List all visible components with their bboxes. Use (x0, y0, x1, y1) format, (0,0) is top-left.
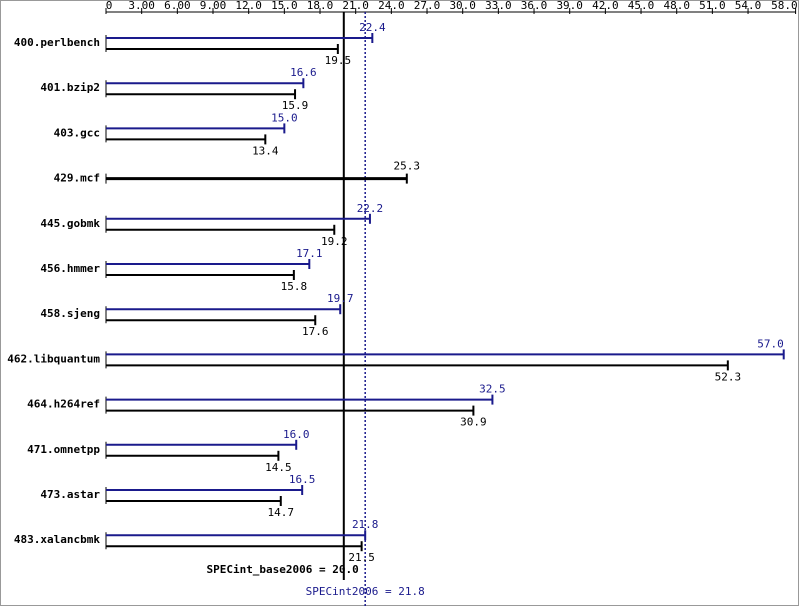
x-tick-label: 0 (106, 0, 113, 12)
x-tick-label: 21.0 (342, 0, 369, 12)
value-label: 15.8 (281, 280, 308, 293)
value-label: 52.3 (715, 370, 742, 383)
value-label: 16.0 (283, 428, 310, 441)
value-label: 14.7 (268, 506, 295, 519)
value-label: 19.2 (321, 235, 348, 248)
value-label: 19.7 (327, 292, 354, 305)
category-label: 401.bzip2 (40, 81, 100, 94)
value-label: 17.1 (296, 247, 323, 260)
value-label: 21.8 (352, 518, 379, 531)
category-label: 429.mcf (54, 172, 100, 185)
value-label: 57.0 (757, 337, 784, 350)
x-tick-label: 30.0 (449, 0, 476, 12)
value-label: 30.9 (460, 416, 487, 429)
x-tick-label: 9.00 (200, 0, 227, 12)
value-label: 22.2 (357, 202, 384, 215)
category-label: 445.gobmk (40, 217, 100, 230)
x-tick-label: 6.00 (164, 0, 191, 12)
category-label: 464.h264ref (27, 398, 100, 411)
x-tick-label: 58.0 (771, 0, 798, 12)
x-tick-label: 27.0 (414, 0, 441, 12)
category-label: 456.hmmer (40, 262, 100, 275)
value-label: 21.5 (348, 551, 375, 564)
value-label: 16.5 (289, 473, 316, 486)
category-label: 403.gcc (54, 126, 100, 139)
x-tick-label: 51.0 (699, 0, 726, 12)
category-label: 483.xalancbmk (14, 533, 100, 546)
value-label: 15.0 (271, 111, 298, 124)
category-label: 400.perlbench (14, 36, 100, 49)
x-tick-label: 33.0 (485, 0, 512, 12)
category-label: 462.libquantum (7, 352, 100, 365)
value-label: 13.4 (252, 144, 279, 157)
value-label: 25.3 (394, 160, 421, 173)
value-label: 14.5 (265, 461, 292, 474)
category-label: 473.astar (40, 488, 100, 501)
x-tick-label: 15.0 (271, 0, 298, 12)
category-label: 458.sjeng (40, 307, 100, 320)
value-label: 15.9 (282, 99, 309, 112)
value-label: 17.6 (302, 325, 329, 338)
x-tick-label: 45.0 (628, 0, 655, 12)
x-tick-label: 42.0 (592, 0, 619, 12)
x-tick-label: 18.0 (307, 0, 334, 12)
x-tick-label: 12.0 (235, 0, 262, 12)
value-label: 32.5 (479, 383, 506, 396)
value-label: 19.5 (325, 54, 352, 67)
reference-label: SPECint_base2006 = 20.0 (206, 563, 358, 576)
x-tick-label: 36.0 (521, 0, 548, 12)
x-tick-label: 54.0 (735, 0, 762, 12)
x-tick-label: 48.0 (663, 0, 690, 12)
value-label: 16.6 (290, 66, 317, 79)
x-tick-label: 3.00 (128, 0, 155, 12)
x-tick-label: 24.0 (378, 0, 405, 12)
reference-label: SPECint2006 = 21.8 (306, 585, 425, 598)
value-label: 22.4 (359, 21, 386, 34)
x-tick-label: 39.0 (556, 0, 583, 12)
category-label: 471.omnetpp (27, 443, 100, 456)
